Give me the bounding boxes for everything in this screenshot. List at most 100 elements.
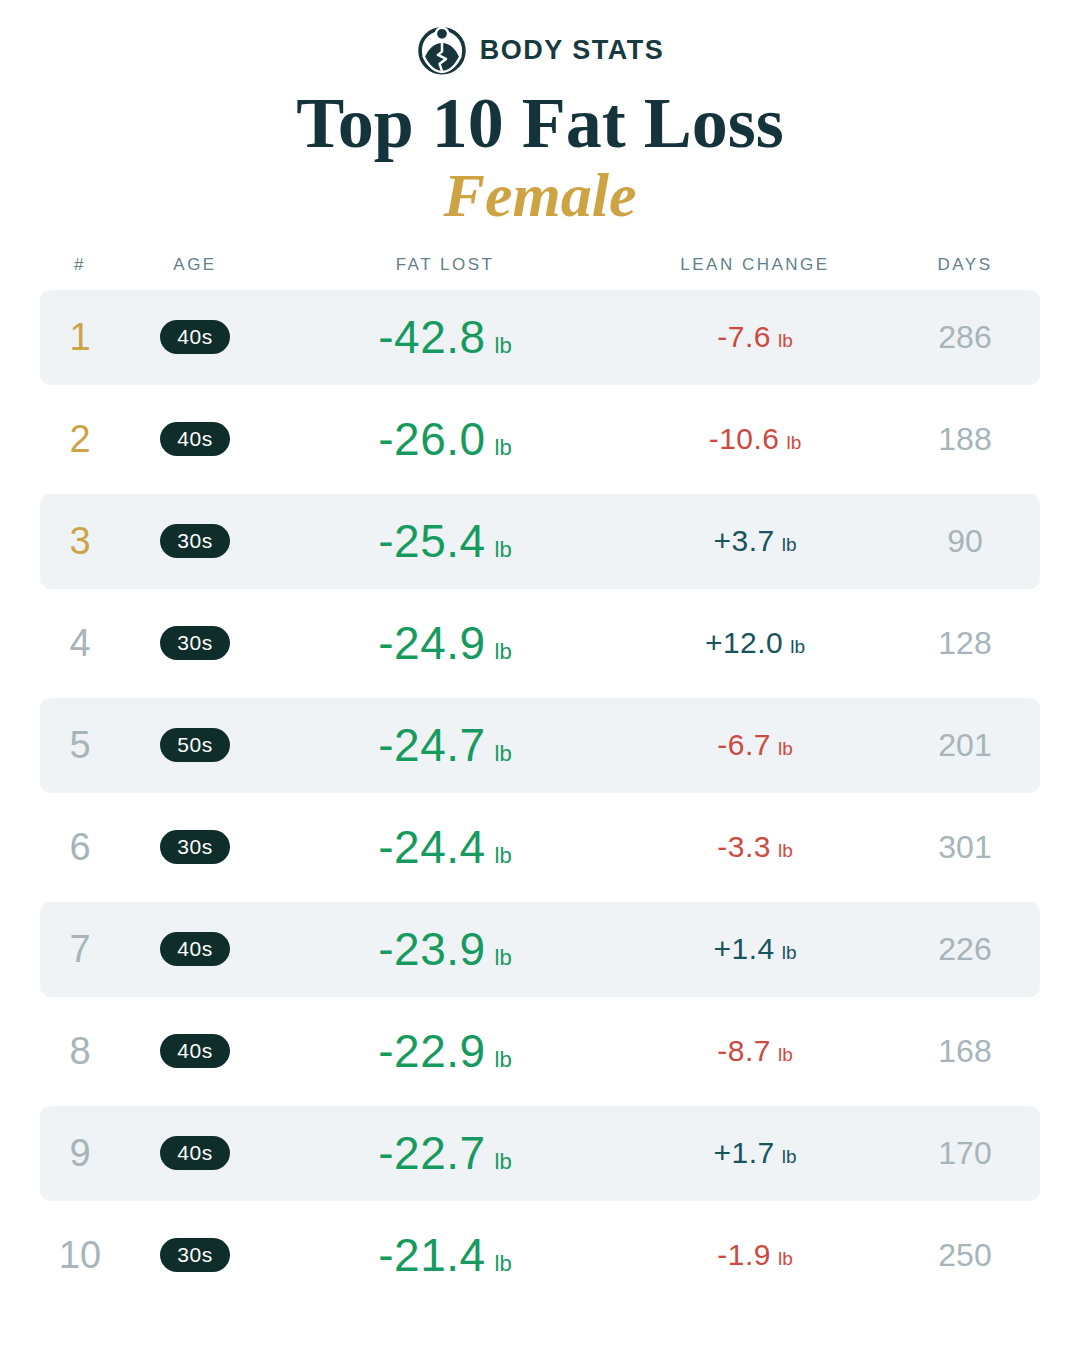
unit-label: lb <box>778 1248 793 1269</box>
age-cell: 40s <box>120 932 270 966</box>
lean-change-value: -7.6 <box>717 320 771 353</box>
brand-logo: BODY STATS <box>0 24 1080 76</box>
fat-lost-value: -24.4 <box>378 821 485 873</box>
rank-value: 5 <box>40 724 120 767</box>
fat-lost-cell: -25.4 lb <box>270 514 620 568</box>
unit-label: lb <box>495 333 512 358</box>
age-badge: 30s <box>160 524 229 558</box>
days-value: 226 <box>890 931 1040 968</box>
unit-label: lb <box>495 945 512 970</box>
table-row: 6 30s -24.4 lb -3.3 lb 301 <box>40 800 1040 895</box>
age-badge: 30s <box>160 830 229 864</box>
unit-label: lb <box>778 330 793 351</box>
rank-value: 8 <box>40 1030 120 1073</box>
unit-label: lb <box>495 741 512 766</box>
rank-value: 1 <box>40 316 120 359</box>
rank-value: 2 <box>40 418 120 461</box>
fat-lost-cell: -23.9lb <box>270 922 620 976</box>
rank-value: 4 <box>40 622 120 665</box>
brand-name: BODY STATS <box>480 35 665 66</box>
lean-change-cell: +12.0 lb <box>620 626 890 660</box>
rank-value: 7 <box>40 928 120 971</box>
column-header-fat-lost: FAT LOST <box>270 255 620 275</box>
fat-lost-cell: -42.8 lb <box>270 310 620 364</box>
table-row: 5 50s -24.7 lb -6.7 lb 201 <box>40 698 1040 793</box>
unit-label: lb <box>782 942 797 963</box>
table-row: 3 30s -25.4lb +3.7lb 90 <box>40 494 1040 589</box>
days-value: 286 <box>890 319 1040 356</box>
lean-change-cell: +3.7 lb <box>620 524 890 558</box>
unit-label: lb <box>495 843 512 868</box>
leaderboard: # AGE FAT LOST LEAN CHANGE DAYS 1 40s -4… <box>40 248 1040 1303</box>
days-value: 170 <box>890 1135 1040 1172</box>
lean-change-cell: -8.7 lb <box>620 1034 890 1068</box>
column-header-lean-change: LEAN CHANGE <box>620 255 890 275</box>
unit-label: lb <box>495 1047 512 1072</box>
days-value: 301 <box>890 829 1040 866</box>
table-row: 10 30s -21.4lb -1.9lb 250 <box>40 1208 1040 1303</box>
age-cell: 40s <box>120 1034 270 1068</box>
fat-lost-cell: -24.4 lb <box>270 820 620 874</box>
fat-lost-cell: -24.9 lb <box>270 616 620 670</box>
page-title: Top 10 Fat Loss <box>0 86 1080 162</box>
fat-lost-cell: -22.9 lb <box>270 1024 620 1078</box>
unit-label: lb <box>782 534 797 555</box>
days-value: 90 <box>890 523 1040 560</box>
rank-value: 6 <box>40 826 120 869</box>
page-root: BODY STATS Top 10 Fat Loss Female # AGE … <box>0 0 1080 1350</box>
days-value: 188 <box>890 421 1040 458</box>
age-cell: 30s <box>120 626 270 660</box>
table-row: 2 40s -26.0 lb -10.6 lb 188 <box>40 392 1040 487</box>
age-badge: 40s <box>160 320 229 354</box>
age-cell: 40s <box>120 320 270 354</box>
lean-change-cell: -1.9 lb <box>620 1238 890 1272</box>
age-badge: 40s <box>160 932 229 966</box>
fat-lost-value: -21.4 <box>378 1229 485 1281</box>
lean-change-cell: -3.3 lb <box>620 830 890 864</box>
fat-lost-value: -42.8 <box>378 311 485 363</box>
unit-label: lb <box>495 435 512 460</box>
age-badge: 30s <box>160 626 229 660</box>
age-cell: 30s <box>120 830 270 864</box>
unit-label: lb <box>495 1251 512 1276</box>
unit-label: lb <box>495 537 512 562</box>
lean-change-cell: -10.6 lb <box>620 422 890 456</box>
fat-lost-value: -22.9 <box>378 1025 485 1077</box>
age-badge: 40s <box>160 422 229 456</box>
fat-lost-value: -24.7 <box>378 719 485 771</box>
unit-label: lb <box>778 1044 793 1065</box>
lean-change-value: +1.4 <box>713 932 774 965</box>
column-header-age: AGE <box>120 255 270 275</box>
age-cell: 50s <box>120 728 270 762</box>
unit-label: lb <box>495 639 512 664</box>
fat-lost-cell: -21.4 lb <box>270 1228 620 1282</box>
days-value: 250 <box>890 1237 1040 1274</box>
column-header-rank: # <box>40 255 120 275</box>
age-cell: 40s <box>120 422 270 456</box>
unit-label: lb <box>787 432 802 453</box>
lean-change-value: +12.0 <box>705 626 783 659</box>
table-row: 8 40s -22.9lb -8.7lb 168 <box>40 1004 1040 1099</box>
table-row: 1 40s -42.8 lb -7.6 lb 286 <box>40 290 1040 385</box>
fat-lost-value: -26.0 <box>378 413 485 465</box>
unit-label: lb <box>778 840 793 861</box>
fat-lost-value: -24.9 <box>378 617 485 669</box>
lean-change-value: -1.9 <box>717 1238 771 1271</box>
fat-lost-value: -25.4 <box>378 515 485 567</box>
lean-change-value: -3.3 <box>717 830 771 863</box>
unit-label: lb <box>495 1149 512 1174</box>
lean-change-cell: -7.6 lb <box>620 320 890 354</box>
table-row: 9 40s -22.7lb +1.7lb 170 <box>40 1106 1040 1201</box>
days-value: 201 <box>890 727 1040 764</box>
lean-change-value: -10.6 <box>709 422 780 455</box>
lean-change-value: -6.7 <box>717 728 771 761</box>
lean-change-value: +3.7 <box>713 524 774 557</box>
days-value: 128 <box>890 625 1040 662</box>
unit-label: lb <box>790 636 805 657</box>
rank-value: 9 <box>40 1132 120 1175</box>
fat-lost-value: -22.7 <box>378 1127 485 1179</box>
lean-change-value: -8.7 <box>717 1034 771 1067</box>
fat-lost-cell: -26.0 lb <box>270 412 620 466</box>
lean-change-value: +1.7 <box>713 1136 774 1169</box>
fat-lost-cell: -24.7 lb <box>270 718 620 772</box>
